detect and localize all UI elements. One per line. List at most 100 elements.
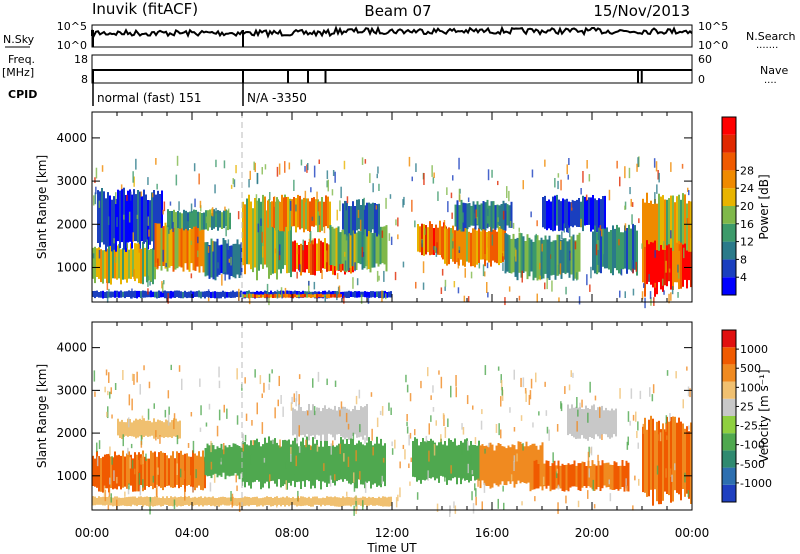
nsky-drops — [92, 30, 244, 47]
nave-tick-low: 0 — [698, 73, 705, 86]
velocity-band-8 — [567, 404, 617, 441]
power-colorbar-tick-3: 16 — [740, 218, 754, 231]
cpid-segment-label-1: N/A -3350 — [247, 91, 307, 105]
velocity-colorbar-tick-1: 500 — [740, 362, 761, 375]
power-scatter — [92, 155, 691, 309]
nsearch-tick-high: 10^5 — [698, 20, 728, 33]
power-ytick-label-3: 4000 — [56, 131, 87, 145]
velocity-band-3 — [242, 436, 386, 490]
beam-title: Beam 07 — [364, 2, 431, 20]
time-axis-label: Time UT — [366, 541, 417, 554]
velocity-colorbar-swatch-3 — [722, 433, 736, 451]
power-colorbar-tick-5: 24 — [740, 182, 754, 195]
power-colorbar-tick-0: 4 — [740, 271, 747, 284]
power-ytick-label-1: 2000 — [56, 217, 87, 231]
velocity-colorbar-tick-4: -25 — [740, 420, 758, 433]
velocity-ytick-label-1: 2000 — [56, 426, 87, 440]
power-colorbar-tick-1: 8 — [740, 253, 747, 266]
velocity-panel: 1000 2000 3000 4000 Slant Range [km] 1000 50… — [35, 321, 772, 554]
time-tick-label-2: 08:00 — [275, 526, 310, 540]
noise-panel: N.Sky 10^5 10^0 10^5 10^0 N.Search .....… — [3, 20, 796, 52]
velocity-band-9 — [642, 415, 692, 506]
power-band-3 — [167, 209, 231, 231]
nsky-tick-high: 10^5 — [57, 20, 87, 33]
power-colorbar-swatch-4 — [722, 206, 736, 224]
power-colorbar-swatch-6 — [722, 170, 736, 189]
nsearch-label: N.Search — [746, 30, 796, 43]
power-band-15 — [592, 223, 638, 276]
velocity-band-7 — [529, 459, 630, 492]
power-colorbar-swatch-9 — [722, 117, 736, 135]
velocity-colorbar-swatch-6 — [722, 381, 736, 399]
power-colorbar-label: Power [dB] — [757, 174, 771, 239]
nsky-tick-low: 10^0 — [57, 39, 87, 52]
power-colorbar-swatch-5 — [722, 188, 736, 206]
cpid-segment-label-0: normal (fast) 151 — [97, 91, 201, 105]
velocity-colorbar-tick-0: 1000 — [740, 343, 768, 356]
velocity-colorbar-tick-7: -1000 — [740, 477, 772, 490]
velocity-colorbar-swatch-5 — [722, 398, 736, 416]
power-colorbar-swatch-0 — [722, 277, 736, 295]
velocity-colorbar-swatch-9 — [722, 330, 736, 348]
velocity-colorbar-label: Velocity [m s⁻¹] — [757, 369, 771, 462]
velocity-band-4 — [292, 403, 368, 441]
time-tick-label-6: 00:00 — [675, 526, 710, 540]
nsearch-tick-low: 10^0 — [698, 39, 728, 52]
power-band-0 — [92, 241, 156, 285]
velocity-colorbar-swatch-2 — [722, 450, 736, 468]
nsearch-dots: ....... — [756, 40, 778, 51]
freq-tick-low: 8 — [81, 73, 88, 86]
velocity-colorbar-swatch-8 — [722, 347, 736, 365]
power-colorbar-tick-2: 12 — [740, 236, 754, 249]
velocity-colorbar-swatch-7 — [722, 364, 736, 382]
nsky-label: N.Sky — [3, 33, 35, 46]
power-colorbar-swatch-3 — [722, 223, 736, 242]
nave-tick-high: 60 — [698, 53, 712, 66]
velocity-colorbar-tick-5: -100 — [740, 439, 765, 452]
power-panel: 1000 2000 3000 4000 Slant Range [km] 4 8 12 16… — [35, 111, 771, 309]
power-band-17 — [642, 192, 692, 252]
power-band-2 — [154, 219, 205, 273]
power-colorbar-tick-4: 20 — [740, 200, 754, 213]
velocity-colorbar-tick-3: 25 — [740, 400, 754, 413]
velocity-colorbar-swatch-4 — [722, 416, 736, 434]
nave-label: Nave — [760, 64, 788, 77]
power-ylabel: Slant Range [km] — [35, 155, 49, 259]
velocity-band-10 — [92, 496, 392, 507]
power-band-14 — [542, 194, 606, 233]
power-band-4 — [204, 238, 243, 281]
power-ytick-label-0: 1000 — [56, 260, 87, 274]
velocity-band-5 — [412, 437, 480, 485]
power-colorbar-swatch-2 — [722, 241, 736, 260]
time-tick-label-1: 04:00 — [175, 526, 210, 540]
velocity-colorbar-tick-2: 100 — [740, 381, 761, 394]
date-title: 15/Nov/2013 — [593, 2, 690, 20]
power-colorbar-tick-6: 28 — [740, 164, 754, 177]
nsky-trace — [91, 25, 693, 39]
nave-dots: .... — [764, 75, 777, 86]
freq-label: Freq. — [8, 53, 35, 66]
velocity-ytick-label-0: 1000 — [56, 469, 87, 483]
power-band-11 — [442, 224, 506, 268]
power-colorbar-swatch-1 — [722, 259, 736, 278]
station-title: Inuvik (fitACF) — [92, 0, 198, 18]
velocity-band-1 — [117, 418, 181, 440]
power-colorbar-swatch-8 — [722, 134, 736, 153]
power-band-8 — [329, 223, 388, 273]
velocity-band-0 — [92, 450, 206, 493]
velocity-scatter — [93, 364, 691, 517]
time-tick-label-0: 00:00 — [75, 526, 110, 540]
velocity-ytick-label-2: 3000 — [56, 383, 87, 397]
freq-tick-high: 18 — [74, 53, 88, 66]
time-tick-label-3: 12:00 — [375, 526, 410, 540]
power-band-5 — [242, 194, 292, 281]
cpid-label: CPID — [8, 88, 37, 101]
power-ytick-label-2: 3000 — [56, 174, 87, 188]
freq-drops — [92, 70, 643, 83]
power-band-13 — [504, 232, 581, 281]
power-band-9 — [342, 199, 380, 237]
freq-panel: Freq. [MHz] 18 8 60 0 Nave .... — [2, 53, 788, 86]
cpid-row: CPID normal (fast) 151 N/A -3350 — [8, 83, 307, 106]
velocity-colorbar-swatch-1 — [722, 467, 736, 485]
